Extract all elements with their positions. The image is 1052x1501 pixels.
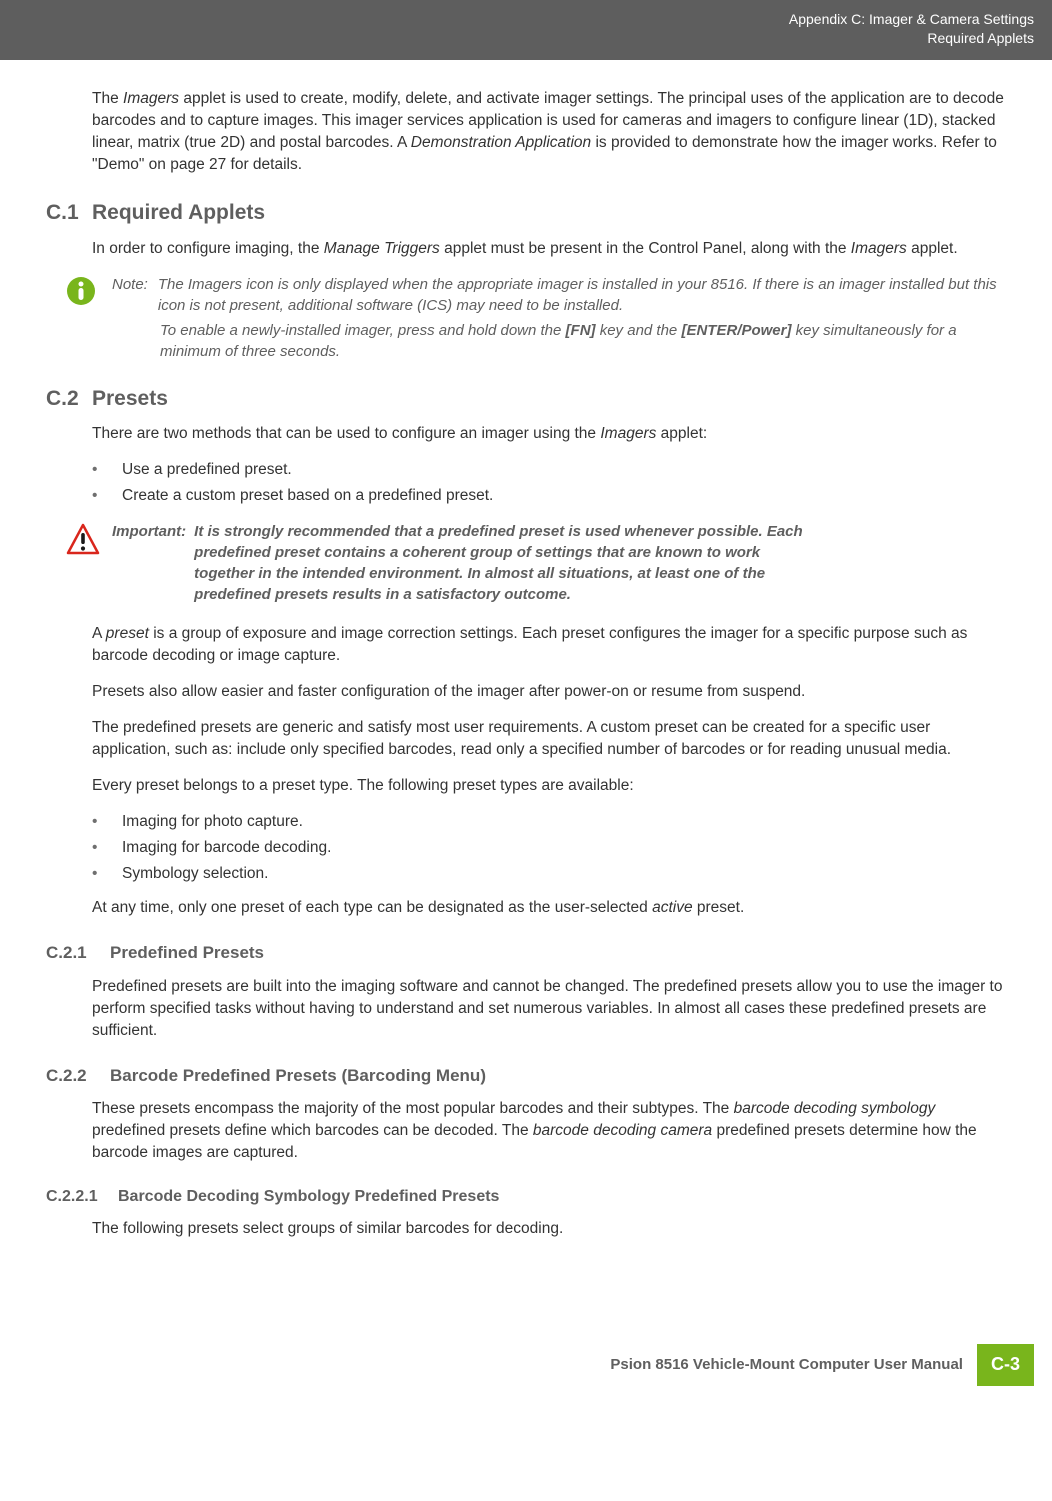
bullet-icon: • — [92, 485, 122, 507]
key-name: [FN] — [566, 322, 596, 339]
italic-text: barcode decoding camera — [533, 1122, 712, 1139]
c2-p2: A preset is a group of exposure and imag… — [92, 623, 1006, 667]
note-text-2: To enable a newly-installed imager, pres… — [160, 320, 1006, 362]
text: applet must be present in the Control Pa… — [440, 240, 851, 257]
section-c2: C.2 Presets — [46, 384, 1006, 414]
list-item: •Symbology selection. — [92, 863, 1006, 885]
list-text: Create a custom preset based on a predef… — [122, 485, 493, 507]
section-c2-1: C.2.1 Predefined Presets — [46, 941, 1006, 965]
section-title: Barcode Predefined Presets (Barcoding Me… — [110, 1064, 486, 1088]
italic-text: Imagers — [123, 90, 179, 107]
text: In order to configure imaging, the — [92, 240, 324, 257]
intro-paragraph: The Imagers applet is used to create, mo… — [92, 88, 1006, 176]
section-title: Predefined Presets — [110, 941, 264, 965]
important-text: It is strongly recommended that a predef… — [194, 521, 814, 605]
italic-text: Imagers — [851, 240, 907, 257]
text: applet: — [656, 425, 707, 442]
italic-text: barcode decoding symbology — [734, 1100, 936, 1117]
text: preset. — [693, 899, 745, 916]
c2-p5: Every preset belongs to a preset type. T… — [92, 775, 1006, 797]
italic-text: Manage Triggers — [324, 240, 440, 257]
text: The — [92, 90, 123, 107]
text: applet. — [907, 240, 958, 257]
section-title: Presets — [92, 384, 168, 414]
c2-p6: At any time, only one preset of each typ… — [92, 897, 1006, 919]
section-c2-2-1: C.2.2.1 Barcode Decoding Symbology Prede… — [46, 1186, 1006, 1209]
bullet-list: •Use a predefined preset. •Create a cust… — [92, 459, 1006, 507]
list-item: •Imaging for barcode decoding. — [92, 837, 1006, 859]
text: key and the — [596, 322, 682, 339]
text: These presets encompass the majority of … — [92, 1100, 734, 1117]
section-number: C.2.2.1 — [46, 1186, 118, 1209]
important-label: Important: — [112, 521, 186, 605]
section-number: C.2.2 — [46, 1064, 110, 1088]
info-icon — [66, 276, 96, 313]
c2-intro: There are two methods that can be used t… — [92, 423, 1006, 445]
header-line-1: Appendix C: Imager & Camera Settings — [18, 10, 1034, 29]
footer-page-number: C-3 — [977, 1344, 1034, 1386]
page-content: The Imagers applet is used to create, mo… — [0, 60, 1052, 1275]
italic-text: preset — [106, 625, 149, 642]
list-item: •Imaging for photo capture. — [92, 811, 1006, 833]
bullet-icon: • — [92, 459, 122, 481]
list-text: Imaging for photo capture. — [122, 811, 303, 833]
warning-icon — [66, 523, 96, 564]
italic-text: Imagers — [600, 425, 656, 442]
text: is a group of exposure and image correct… — [92, 625, 967, 664]
note-block: Note: The Imagers icon is only displayed… — [66, 274, 1006, 362]
important-body: Important: It is strongly recommended th… — [112, 521, 1006, 605]
bullet-icon: • — [92, 811, 122, 833]
c1-paragraph: In order to configure imaging, the Manag… — [92, 238, 1006, 260]
note-text: The Imagers icon is only displayed when … — [158, 274, 1006, 316]
key-name: [ENTER/Power] — [681, 322, 791, 339]
header-line-2: Required Applets — [18, 29, 1034, 48]
c2-p4: The predefined presets are generic and s… — [92, 717, 1006, 761]
list-item: •Create a custom preset based on a prede… — [92, 485, 1006, 507]
italic-text: Demonstration Application — [411, 134, 591, 151]
section-number: C.1 — [46, 198, 92, 228]
list-text: Imaging for barcode decoding. — [122, 837, 331, 859]
text: predefined presets define which barcodes… — [92, 1122, 533, 1139]
bullet-icon: • — [92, 837, 122, 859]
important-block: Important: It is strongly recommended th… — [66, 521, 1006, 605]
text: At any time, only one preset of each typ… — [92, 899, 652, 916]
footer-title: Psion 8516 Vehicle-Mount Computer User M… — [596, 1344, 977, 1386]
italic-text: active — [652, 899, 693, 916]
section-c1: C.1 Required Applets — [46, 198, 1006, 228]
note-label: Note: — [112, 274, 148, 316]
page-header: Appendix C: Imager & Camera Settings Req… — [0, 0, 1052, 60]
text: To enable a newly-installed imager, pres… — [160, 322, 566, 339]
c221-paragraph: The following presets select groups of s… — [92, 1218, 1006, 1240]
list-text: Symbology selection. — [122, 863, 268, 885]
text: There are two methods that can be used t… — [92, 425, 600, 442]
section-number: C.2 — [46, 384, 92, 414]
list-item: •Use a predefined preset. — [92, 459, 1006, 481]
section-number: C.2.1 — [46, 941, 110, 965]
c22-paragraph: These presets encompass the majority of … — [92, 1098, 1006, 1164]
bullet-list-2: •Imaging for photo capture. •Imaging for… — [92, 811, 1006, 885]
bullet-icon: • — [92, 863, 122, 885]
c21-paragraph: Predefined presets are built into the im… — [92, 976, 1006, 1042]
section-title: Required Applets — [92, 198, 265, 228]
c2-p3: Presets also allow easier and faster con… — [92, 681, 1006, 703]
page-footer: Psion 8516 Vehicle-Mount Computer User M… — [0, 1344, 1052, 1386]
section-title: Barcode Decoding Symbology Predefined Pr… — [118, 1186, 499, 1209]
list-text: Use a predefined preset. — [122, 459, 292, 481]
section-c2-2: C.2.2 Barcode Predefined Presets (Barcod… — [46, 1064, 1006, 1088]
text: A — [92, 625, 106, 642]
note-body: Note: The Imagers icon is only displayed… — [112, 274, 1006, 362]
